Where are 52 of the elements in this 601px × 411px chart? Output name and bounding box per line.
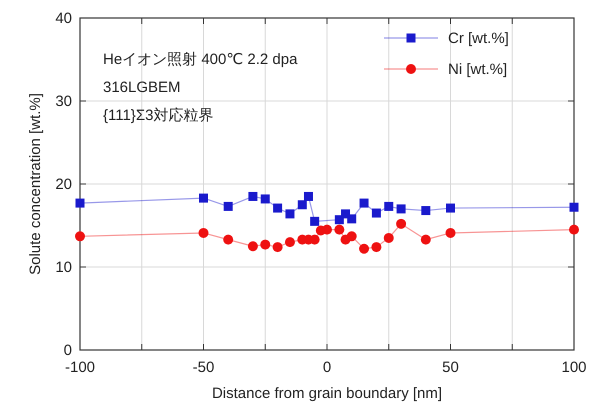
y-tick-label: 20 <box>55 176 72 193</box>
point <box>446 228 456 238</box>
point <box>260 194 270 204</box>
x-axis-title: Distance from grain boundary [nm] <box>212 385 442 402</box>
y-tick-label: 40 <box>55 10 72 27</box>
point <box>310 216 320 226</box>
x-tick-label: -50 <box>192 359 214 376</box>
point <box>446 204 455 213</box>
point <box>360 198 369 208</box>
point <box>298 200 307 210</box>
point <box>260 240 270 250</box>
point <box>347 214 356 224</box>
x-tick-label: 50 <box>442 359 459 376</box>
y-axis-title: Solute concentration [wt.%] <box>27 93 44 275</box>
point <box>248 192 258 201</box>
point <box>284 237 295 248</box>
point <box>396 218 406 229</box>
point <box>76 198 84 208</box>
point <box>272 242 283 252</box>
point <box>569 224 579 235</box>
point <box>304 192 313 201</box>
annotation: Heイオン照射 400℃ 2.2 dpa <box>103 51 298 68</box>
legend-label: Cr [wt.%] <box>448 30 509 47</box>
point <box>371 242 382 252</box>
point <box>421 206 430 216</box>
y-tick-label: 10 <box>55 259 72 276</box>
x-tick-label: -100 <box>64 359 96 376</box>
legend-label: Ni [wt.%] <box>448 61 508 78</box>
annotation: 316LGBEM <box>103 79 181 96</box>
annotation: {111}Σ3対応粒界 <box>103 107 214 124</box>
point <box>199 194 208 203</box>
point <box>285 209 294 218</box>
point <box>334 224 344 235</box>
point <box>346 231 357 242</box>
point <box>224 202 233 211</box>
point <box>75 231 85 242</box>
point <box>223 234 234 245</box>
y-tick-label: 30 <box>55 93 72 110</box>
point <box>420 234 431 245</box>
point <box>384 202 394 211</box>
point <box>248 241 258 252</box>
point <box>322 224 332 235</box>
point <box>198 228 208 238</box>
point <box>273 204 282 213</box>
point <box>396 204 406 214</box>
point <box>570 202 578 212</box>
y-tick-label: 0 <box>64 342 72 359</box>
x-tick-label: 0 <box>322 359 332 376</box>
x-tick-label: 100 <box>561 359 587 376</box>
point <box>372 208 381 218</box>
point <box>359 244 370 254</box>
point <box>384 232 394 243</box>
